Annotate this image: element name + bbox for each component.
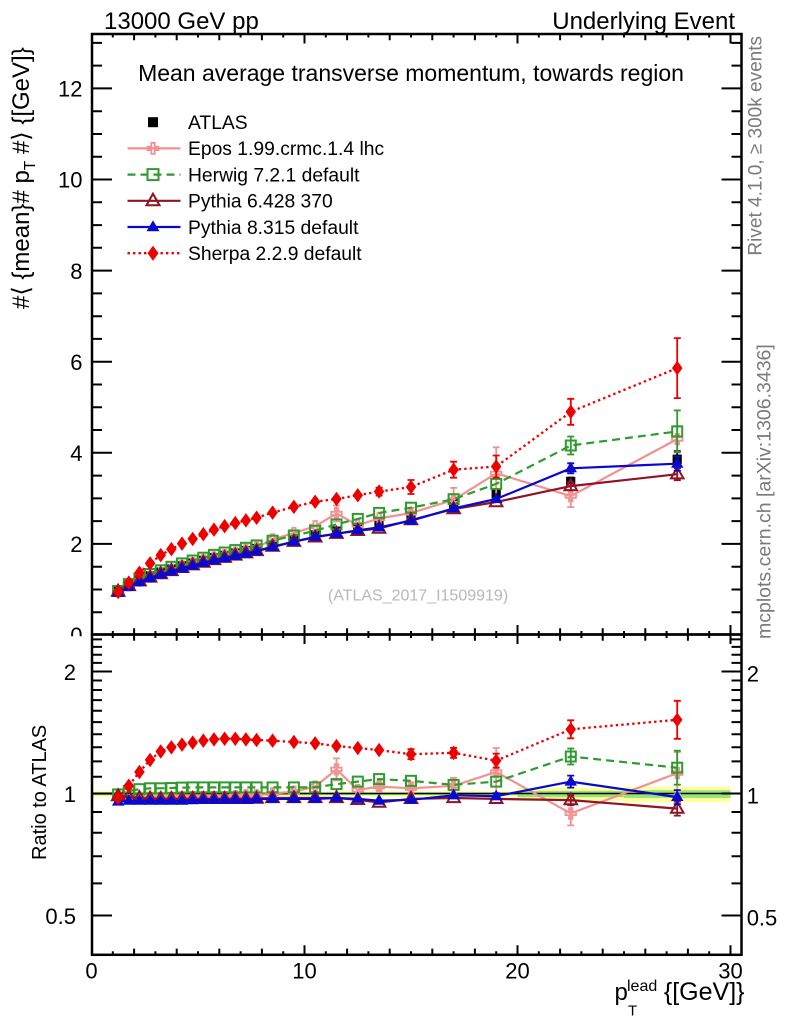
svg-text:8: 8 (70, 259, 82, 284)
svg-text:2: 2 (70, 532, 82, 557)
svg-text:0.5: 0.5 (45, 904, 76, 929)
svg-text:Sherpa 2.2.9 default: Sherpa 2.2.9 default (188, 244, 362, 265)
svg-text:1: 1 (64, 782, 76, 807)
svg-text:Ratio to ATLAS: Ratio to ATLAS (29, 725, 51, 860)
svg-text:4: 4 (70, 441, 82, 466)
svg-text:2: 2 (747, 662, 759, 687)
svg-text:Pythia 8.315 default: Pythia 8.315 default (188, 218, 359, 239)
svg-text:{[GeV]}: {[GeV]} (664, 978, 745, 1006)
svg-text:0: 0 (85, 959, 97, 984)
svg-text:10: 10 (292, 959, 316, 984)
svg-text:13000 GeV pp: 13000 GeV pp (104, 8, 259, 35)
svg-text:30: 30 (718, 959, 742, 984)
svg-text:p: p (615, 979, 628, 1006)
svg-text:0.5: 0.5 (747, 906, 778, 931)
svg-text:Pythia 6.428 370: Pythia 6.428 370 (188, 192, 333, 213)
svg-text:Epos 1.99.crmc.1.4 lhc: Epos 1.99.crmc.1.4 lhc (188, 139, 384, 160)
svg-text:12: 12 (58, 77, 82, 102)
svg-text:T: T (628, 1003, 637, 1020)
svg-text:10: 10 (58, 168, 82, 193)
svg-text:20: 20 (505, 959, 529, 984)
svg-text:(ATLAS_2017_I1509919): (ATLAS_2017_I1509919) (328, 588, 508, 605)
svg-text:Underlying Event: Underlying Event (552, 8, 735, 35)
svg-text:mcplots.cern.ch [arXiv:1306.34: mcplots.cern.ch [arXiv:1306.3436] (754, 344, 776, 639)
svg-text:lead: lead (627, 978, 657, 995)
svg-text:6: 6 (70, 350, 82, 375)
svg-text:Rivet 4.1.0, ≥ 300k events: Rivet 4.1.0, ≥ 300k events (746, 36, 767, 256)
svg-text:ATLAS: ATLAS (188, 113, 248, 134)
svg-text:Herwig 7.2.1 default: Herwig 7.2.1 default (188, 165, 360, 186)
svg-text:Mean average transverse moment: Mean average transverse momentum, toward… (138, 60, 684, 86)
svg-text:#⟨ {mean}# pT #⟩ {[GeV]}: #⟨ {mean}# pT #⟩ {[GeV]} (8, 47, 39, 309)
svg-text:1: 1 (747, 784, 759, 809)
svg-text:2: 2 (64, 660, 76, 685)
svg-text:0: 0 (70, 623, 82, 648)
